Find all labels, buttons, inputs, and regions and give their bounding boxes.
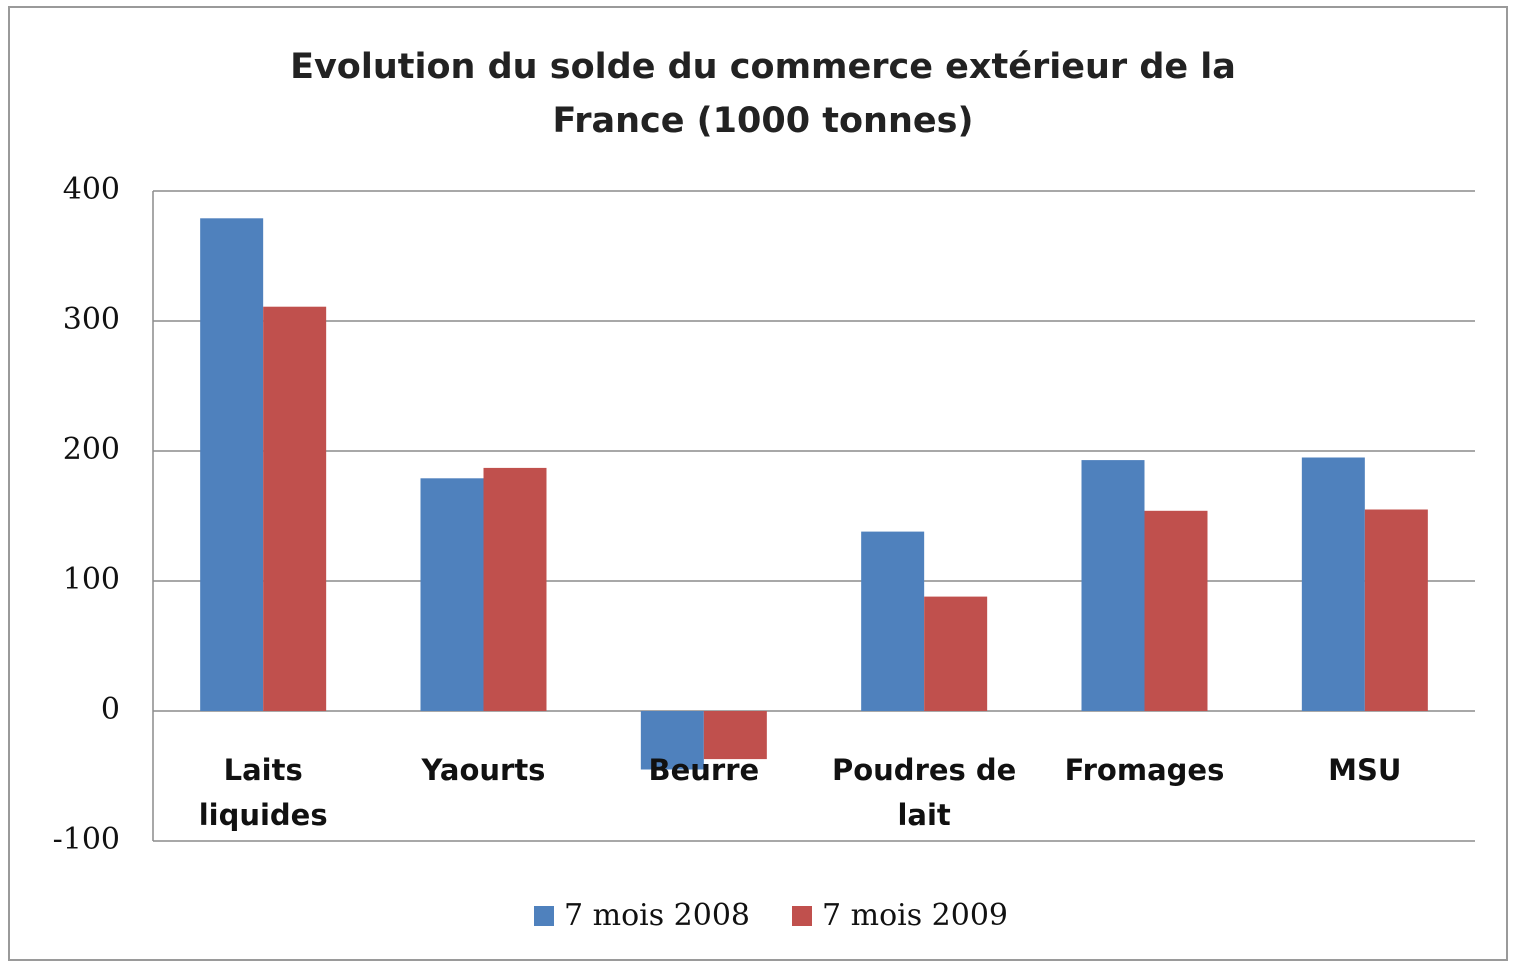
y-tick-label: -100 — [53, 822, 120, 857]
bar — [1301, 457, 1365, 711]
x-tick-label: Yaourts — [421, 753, 546, 787]
legend-swatch — [534, 906, 554, 926]
y-tick-label: 300 — [63, 302, 120, 337]
legend-label: 7 mois 2009 — [822, 898, 1008, 933]
y-tick-label: 100 — [63, 562, 120, 597]
x-tick-label: Laits liquides — [198, 753, 328, 832]
bar — [703, 711, 767, 760]
bar — [1144, 510, 1208, 711]
bar — [861, 531, 925, 711]
x-tick-label: Poudres de lait — [831, 753, 1017, 832]
x-tick-label: MSU — [1328, 753, 1402, 787]
y-tick-label: 0 — [101, 692, 120, 727]
legend-swatch — [792, 906, 812, 926]
y-tick-label: 200 — [63, 432, 120, 467]
bar — [483, 467, 547, 711]
bar — [1081, 460, 1145, 711]
bar — [924, 596, 988, 711]
bar — [1364, 509, 1428, 711]
bar — [640, 711, 704, 770]
chart-title: Evolution du solde du commerce extérieur… — [290, 47, 1236, 141]
chart-frame — [8, 6, 1508, 961]
bar — [200, 218, 264, 712]
x-tick-label: Beurre — [648, 753, 760, 787]
bar — [263, 306, 327, 711]
legend-label: 7 mois 2008 — [564, 898, 750, 933]
y-tick-label: 400 — [63, 172, 120, 207]
x-tick-label: Fromages — [1064, 753, 1225, 787]
bar — [420, 478, 484, 711]
